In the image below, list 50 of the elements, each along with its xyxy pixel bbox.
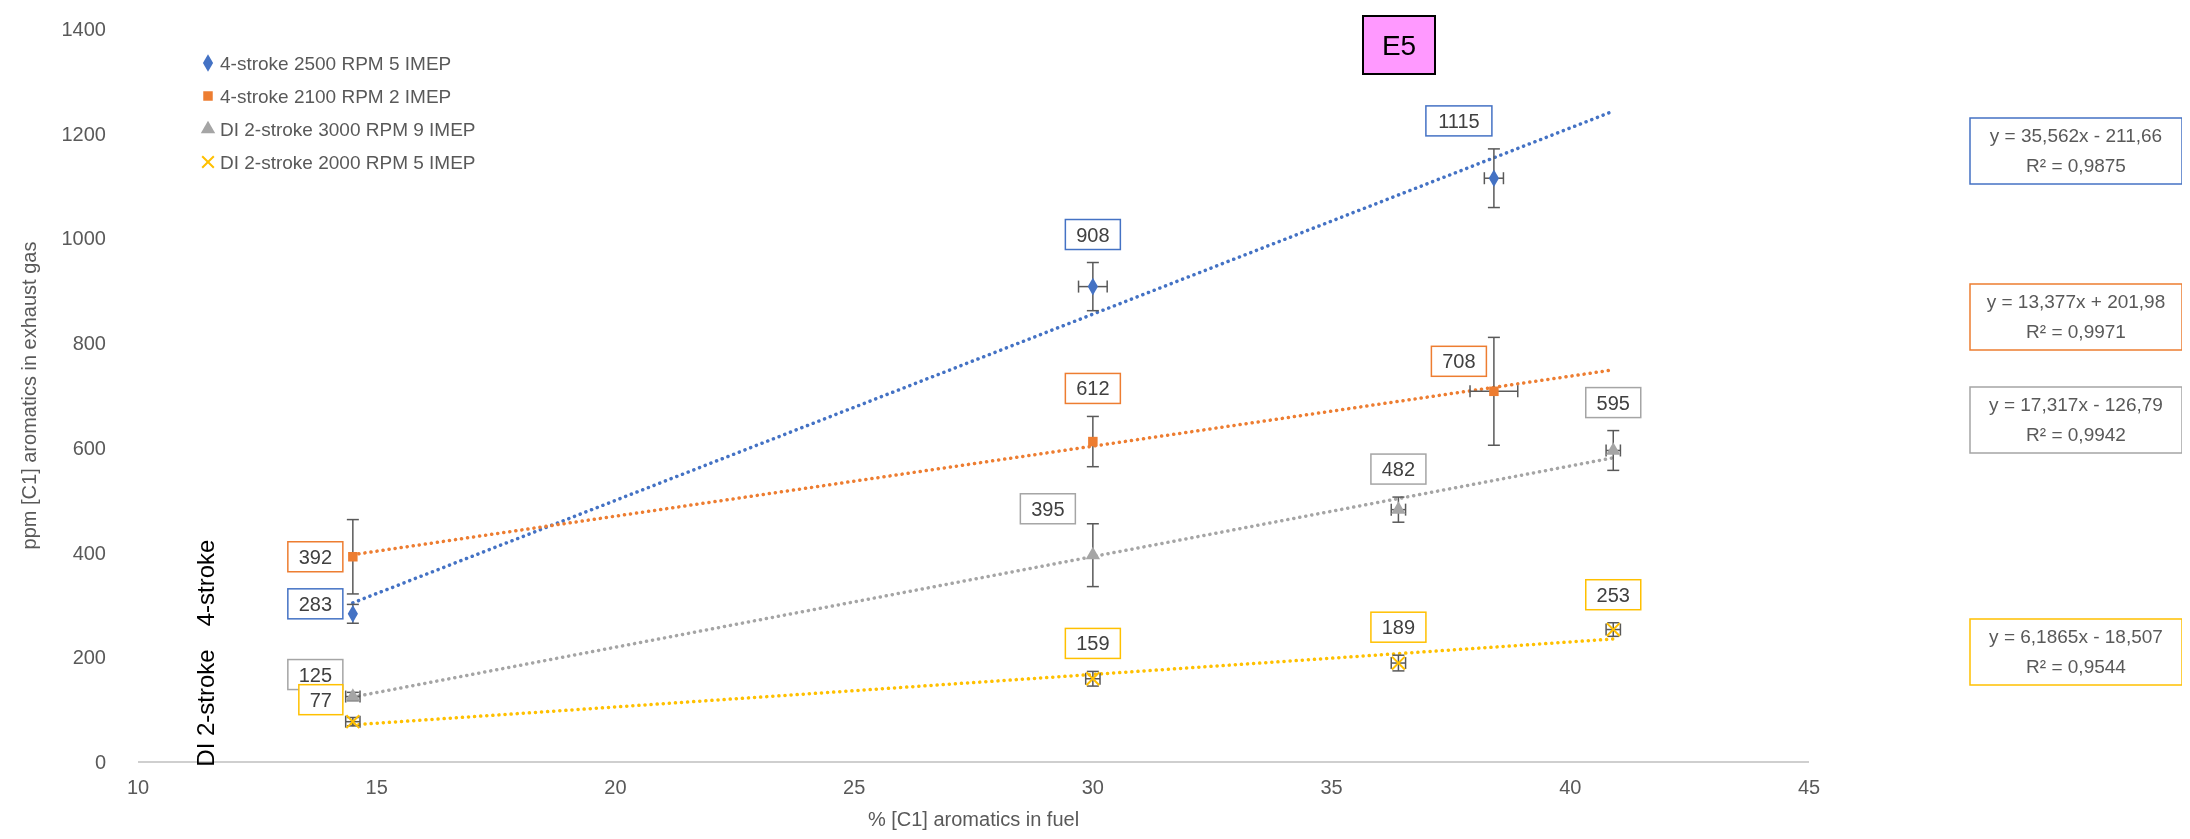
text: R² = 0,9971 bbox=[2026, 321, 2126, 342]
data-label: 908 bbox=[1076, 223, 1110, 246]
point bbox=[348, 552, 358, 562]
data-label: 77 bbox=[309, 688, 332, 711]
data-label: 595 bbox=[1596, 391, 1630, 414]
data-label: 612 bbox=[1076, 377, 1110, 400]
x-tick-label: 35 bbox=[1320, 776, 1343, 798]
data-label: 395 bbox=[1031, 497, 1065, 520]
text: R² = 0,9875 bbox=[2026, 155, 2126, 176]
y-tick-label: 600 bbox=[72, 436, 106, 459]
x-tick-label: 45 bbox=[1797, 776, 1821, 798]
data-label: 125 bbox=[298, 663, 333, 686]
data-label: 482 bbox=[1381, 458, 1416, 481]
y-tick-label: 1400 bbox=[61, 18, 106, 40]
text: y = 6,1865x - 18,507 bbox=[1989, 626, 2163, 647]
data-label: 392 bbox=[298, 545, 333, 568]
y-tick-label: 1200 bbox=[61, 122, 106, 145]
annotation: DI 2-stroke bbox=[192, 649, 219, 767]
data-label: 253 bbox=[1596, 583, 1630, 606]
legend-label: 4-stroke 2100 RPM 2 IMEP bbox=[220, 86, 452, 107]
text: y = 17,317x - 126,79 bbox=[1989, 394, 2163, 415]
x-tick-label: 15 bbox=[365, 776, 388, 798]
x-tick-label: 40 bbox=[1559, 776, 1582, 798]
legend-label: DI 2-stroke 3000 RPM 9 IMEP bbox=[220, 119, 476, 140]
point bbox=[1088, 436, 1098, 447]
x-tick-label: 20 bbox=[604, 776, 627, 798]
legend-label: 4-stroke 2500 RPM 5 IMEP bbox=[220, 53, 452, 74]
x-tick-label: 25 bbox=[843, 776, 866, 798]
y-tick-label: 1000 bbox=[61, 227, 106, 250]
y-tick-label: 200 bbox=[72, 646, 106, 669]
text: y = 35,562x - 211,66 bbox=[1989, 125, 2163, 146]
x-axis-title: % [C1] aromatics in fuel bbox=[867, 808, 1080, 830]
text: R² = 0,9942 bbox=[2026, 424, 2126, 445]
data-label: 708 bbox=[1442, 350, 1476, 373]
x-tick-label: 10 bbox=[126, 776, 150, 798]
data-label: 159 bbox=[1076, 632, 1110, 655]
y-tick-label: 0 bbox=[94, 751, 106, 773]
y-tick-label: 800 bbox=[72, 332, 106, 355]
text: y = 13,377x + 201,98 bbox=[1986, 291, 2166, 312]
point bbox=[1489, 386, 1499, 397]
legend-label: DI 2-stroke 2000 RPM 5 IMEP bbox=[220, 152, 476, 173]
data-label: 283 bbox=[298, 592, 333, 615]
y-tick-label: 400 bbox=[72, 541, 106, 564]
data-label: 1115 bbox=[1438, 109, 1480, 132]
annotation: 4-stroke bbox=[192, 539, 219, 627]
text: R² = 0,9544 bbox=[2026, 656, 2127, 677]
x-tick-label: 30 bbox=[1081, 776, 1104, 798]
y-axis-title: ppm [C1] aromatics in exhaust gas bbox=[18, 241, 40, 550]
chart-title: E5 bbox=[1381, 30, 1417, 61]
data-label: 189 bbox=[1381, 616, 1416, 639]
